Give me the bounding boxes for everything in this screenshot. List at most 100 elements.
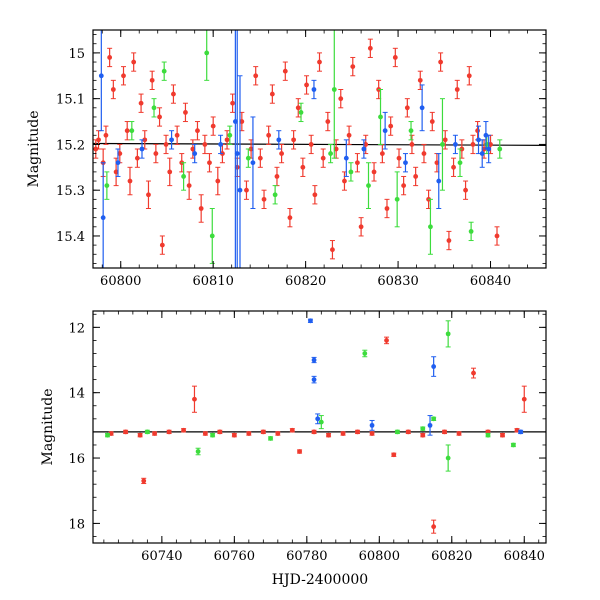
- bottom-point-red: [311, 429, 317, 435]
- top-point-red: [429, 119, 435, 124]
- top-point-red: [413, 174, 419, 179]
- bottom-point-green: [445, 455, 451, 461]
- top-point-red: [304, 82, 309, 88]
- top-point-red: [261, 196, 267, 202]
- top-point-blue: [436, 178, 442, 184]
- top-point-blue: [237, 187, 243, 193]
- top-point-green: [129, 128, 135, 134]
- top-point-blue: [250, 160, 256, 166]
- top-point-red: [421, 151, 427, 156]
- top-point-red: [167, 169, 173, 175]
- top-point-green: [209, 233, 215, 239]
- top-point-red: [438, 59, 444, 65]
- top-trend-line: [92, 142, 547, 146]
- top-point-green: [161, 68, 167, 74]
- bottom-point-red: [391, 452, 397, 458]
- bottom-point-red: [405, 429, 411, 435]
- bottom-x-tick-label: 60740: [141, 549, 182, 564]
- top-point-blue: [169, 137, 174, 143]
- top-point-red: [295, 105, 301, 111]
- top-point-green: [457, 160, 463, 166]
- bottom-axes: 60740 60760 60780 60800 60820 60840 12 14 16 18: [68, 311, 546, 564]
- top-point-blue: [483, 132, 489, 138]
- top-point-red: [131, 59, 137, 65]
- bottom-point-red: [514, 427, 520, 433]
- bottom-point-green: [144, 429, 150, 435]
- top-point-red: [269, 91, 275, 97]
- bottom-point-blue: [369, 422, 375, 428]
- top-point-red: [230, 100, 235, 106]
- top-point-red: [157, 114, 162, 120]
- top-point-red: [442, 137, 448, 143]
- bottom-point-green: [485, 432, 491, 438]
- bottom-point-blue: [311, 377, 317, 383]
- top-point-green: [428, 224, 433, 230]
- bottom-point-blue: [427, 422, 433, 428]
- top-point-red: [103, 132, 109, 138]
- top-point-green: [468, 228, 474, 234]
- top-point-red: [434, 160, 440, 166]
- top-point-red: [142, 137, 148, 143]
- top-point-red: [146, 192, 151, 198]
- top-axes: 60800 60810 60820 60830 60840 15 15.1 15.2 15.3 1…: [56, 30, 547, 289]
- top-point-red: [117, 151, 123, 156]
- top-point-green: [245, 155, 251, 161]
- bottom-point-red: [431, 524, 437, 530]
- top-point-red: [384, 206, 390, 211]
- bottom-point-blue: [518, 429, 524, 435]
- bottom-point-red: [181, 427, 187, 433]
- top-point-blue: [232, 119, 238, 124]
- top-point-red: [190, 146, 196, 152]
- top-x-tick-label: 60820: [285, 274, 326, 289]
- top-point-red: [320, 155, 326, 161]
- bottom-point-red: [141, 478, 147, 484]
- top-y-tick-label: 15.1: [56, 93, 85, 108]
- bottom-point-red: [152, 431, 158, 436]
- top-point-red: [346, 132, 352, 138]
- top-point-red: [451, 164, 456, 170]
- top-point-green: [394, 196, 400, 202]
- top-point-red: [291, 137, 297, 143]
- top-point-red: [367, 45, 373, 51]
- top-point-red: [417, 77, 423, 83]
- bottom-point-red: [355, 429, 360, 435]
- top-x-tick-label: 60830: [377, 274, 418, 289]
- top-point-red: [124, 128, 130, 134]
- bottom-point-red: [420, 432, 426, 438]
- top-point-blue: [403, 160, 408, 166]
- bottom-point-red: [246, 431, 252, 436]
- top-point-blue: [479, 151, 485, 156]
- bottom-point-blue: [308, 318, 313, 324]
- bottom-point-blue: [311, 357, 317, 363]
- top-data-points: [93, 29, 503, 269]
- top-point-red: [282, 68, 288, 74]
- top-point-red: [404, 105, 410, 111]
- top-point-red: [308, 142, 314, 147]
- bottom-point-red: [340, 431, 346, 436]
- top-point-green: [378, 114, 383, 120]
- bottom-x-tick-label: 60780: [286, 549, 327, 564]
- top-point-red: [257, 155, 263, 161]
- top-point-blue: [476, 137, 481, 143]
- bottom-point-red: [471, 370, 476, 376]
- top-point-green: [104, 183, 110, 189]
- top-point-blue: [486, 146, 492, 152]
- bottom-point-green: [420, 426, 426, 432]
- bottom-x-tick-label: 60800: [359, 549, 400, 564]
- top-point-red: [355, 160, 360, 166]
- bottom-point-red: [108, 431, 114, 436]
- top-point-red: [317, 59, 322, 65]
- bottom-point-red: [260, 429, 266, 435]
- top-point-red: [274, 174, 280, 179]
- top-x-tick-label: 60840: [470, 274, 511, 289]
- bottom-y-tick-label: 14: [68, 387, 85, 402]
- top-point-red: [330, 247, 335, 253]
- top-point-blue: [419, 105, 425, 111]
- top-point-red: [121, 73, 126, 79]
- bottom-point-red: [289, 427, 295, 433]
- bottom-y-tick-label: 12: [68, 321, 85, 336]
- top-point-red: [113, 169, 119, 175]
- bottom-y-tick-label: 18: [68, 517, 85, 532]
- top-point-red: [287, 215, 293, 221]
- top-point-red: [401, 183, 407, 189]
